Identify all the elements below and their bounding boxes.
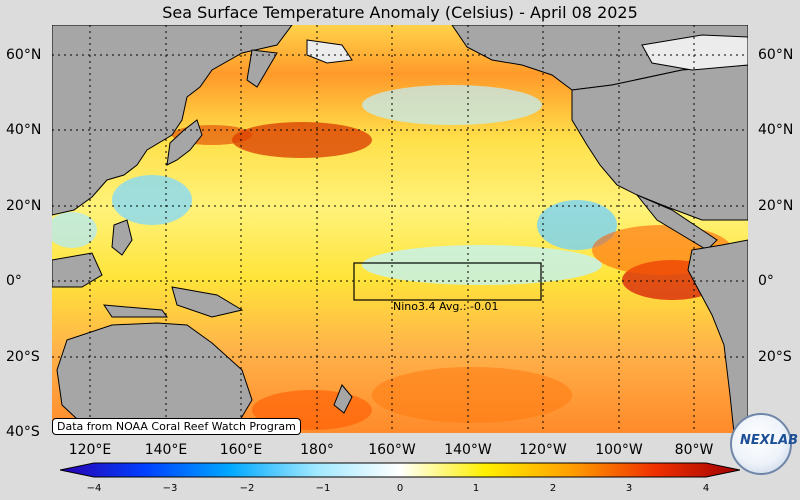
lon-label-120w: 120°W (519, 442, 567, 458)
lon-label-100w: 100°W (595, 442, 643, 458)
lat-label-20n-left: 20°N (6, 198, 42, 214)
graticule (52, 25, 748, 433)
lat-label-20s-left: 20°S (6, 349, 40, 365)
nexlab-logo: NEXLAB (730, 413, 798, 475)
nino34-average-label: Nino3.4 Avg.: -0.01 (393, 300, 499, 313)
colorbar-tick-4: 4 (702, 483, 710, 494)
colorbar-tick-1: 1 (472, 483, 480, 494)
sst-anomaly-map (52, 25, 748, 433)
lon-label-140e: 140°E (144, 442, 188, 458)
cool-anomaly-gulf-of-alaska (362, 85, 542, 125)
colorbar-tick-neg4: −4 (86, 483, 102, 494)
cool-anomaly-east-china-sea (112, 175, 192, 225)
lat-label-60n-left: 60°N (6, 47, 42, 63)
warm-anomaly-north-pacific (232, 122, 372, 158)
lon-label-140w: 140°W (444, 442, 492, 458)
lat-label-20n-right: 20°N (758, 198, 794, 214)
cool-anomaly-central-pacific (362, 245, 602, 285)
colorbar-tick-neg3: −3 (162, 483, 178, 494)
logo-text: NEXLAB (740, 433, 799, 448)
colorbar-tick-neg1: −1 (315, 483, 331, 494)
lon-label-120e: 120°E (68, 442, 112, 458)
lon-label-160e: 160°E (219, 442, 263, 458)
colorbar-tick-neg2: −2 (239, 483, 255, 494)
lon-label-180: 180° (300, 442, 334, 458)
lat-label-0-left: 0° (6, 273, 22, 289)
colorbar (60, 462, 740, 478)
land-masses (52, 25, 748, 433)
lat-label-40n-right: 40°N (758, 122, 794, 138)
map-title: Sea Surface Temperature Anomaly (Celsius… (162, 3, 638, 22)
cool-anomaly-mexico-coast (537, 200, 617, 250)
nino34-box (353, 262, 542, 301)
lat-label-40n-left: 40°N (6, 122, 42, 138)
cool-anomaly-west-tropical (52, 212, 97, 248)
lat-label-60n-right: 60°N (758, 47, 794, 63)
lat-label-20s-right: 20°S (758, 349, 792, 365)
data-credit: Data from NOAA Coral Reef Watch Program (52, 418, 301, 435)
lat-label-0-right: 0° (758, 273, 774, 289)
lon-label-80w: 80°W (674, 442, 714, 458)
colorbar-tick-2: 2 (549, 483, 557, 494)
lon-label-160w: 160°W (368, 442, 416, 458)
lat-label-40s-left: 40°S (6, 424, 40, 440)
warm-anomaly-south-pacific (372, 367, 572, 423)
colorbar-tick-3: 3 (625, 483, 633, 494)
colorbar-tick-0: 0 (396, 483, 404, 494)
